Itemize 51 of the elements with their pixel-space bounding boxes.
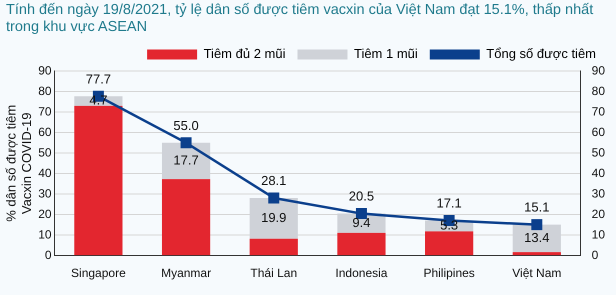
x-tick-label: Thái Lan [250,266,298,280]
y-tick-label: 30 [38,186,52,200]
y-tick-label: 0 [44,248,52,262]
legend-label: Tiêm đủ 2 mũi [204,46,286,62]
y-axis-title: % dân số được tiêm Vacxin COVID-19 [3,104,34,222]
y2-tick-label: 40 [592,166,606,180]
x-tick-label: Singapore [71,266,126,280]
data-label: 55.0 [173,118,199,133]
data-label: 13.4 [524,230,550,245]
x-tick-label: Indonesia [335,266,388,280]
y-tick-label: 60 [38,124,52,139]
chart-title: Tính đến ngày 19/8/2021, tỷ lệ dân số được tiêm vacxin của Việt Nam đạt 15.1%, thấp nhất trong khu vực ASEAN [6,2,594,36]
bar [512,252,561,256]
y2-tick-label: 10 [592,227,606,242]
bar [425,231,474,256]
data-label: 17.7 [173,152,199,168]
point [531,219,542,230]
data-label: 4.7 [89,92,108,108]
data-label: 20.5 [348,188,374,204]
data-label: 19.9 [261,210,286,225]
y2-tick-label: 20 [592,206,606,221]
point [180,137,192,148]
y-tick-label: 50 [38,145,52,160]
legend-label: Tổng số được tiêm [486,46,596,62]
x-tick-label: Việt Nam [512,266,562,280]
y2-tick-label: 50 [592,145,606,160]
data-label: 15.1 [524,200,550,215]
bar [74,106,123,256]
data-label: 17.1 [436,196,462,211]
y2-tick-label: 60 [592,124,606,139]
y-tick-label: 10 [38,227,52,242]
bar [337,232,386,256]
bar [162,179,210,256]
point [268,192,280,204]
y2-tick-label: 90 [592,63,606,78]
y-tick-label: 90 [38,63,52,78]
y-tick-label: 20 [38,206,52,221]
y-tick-label: 70 [38,104,52,118]
y2-tick-label: 80 [592,84,606,98]
x-tick-label: Philipines [423,266,475,280]
data-label: 77.7 [86,71,112,86]
y2-tick-label: 30 [592,186,606,200]
y2-tick-label: 0 [592,248,599,262]
y2-tick-label: 70 [592,104,606,118]
y-tick-label: 40 [38,166,52,180]
legend-label: Tiêm 1 mũi [354,46,418,62]
data-label: 28.1 [261,173,286,188]
data-label: 9.4 [352,214,370,230]
bar [250,238,298,256]
y-tick-label: 80 [38,84,52,98]
x-tick-label: Myanmar [161,266,212,280]
